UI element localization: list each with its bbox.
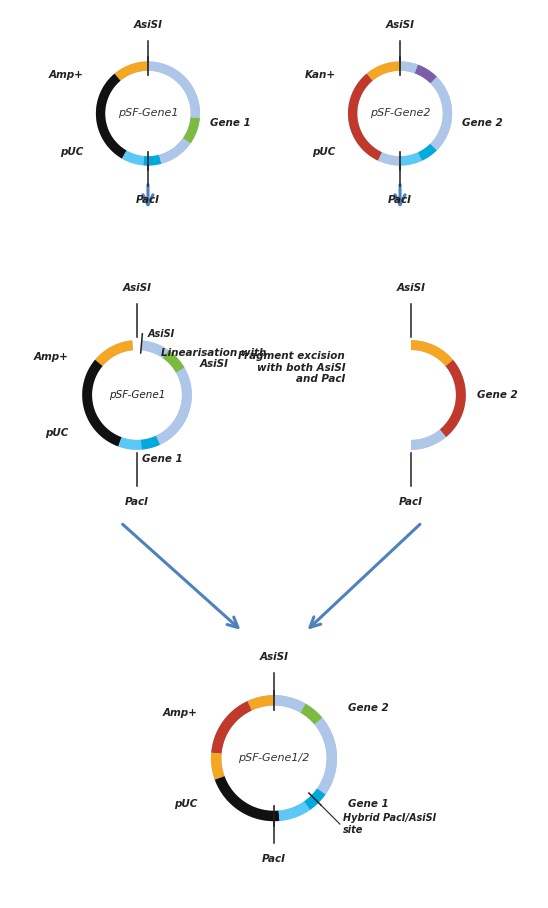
Polygon shape bbox=[156, 368, 192, 445]
Polygon shape bbox=[247, 696, 274, 710]
Polygon shape bbox=[115, 62, 148, 81]
Polygon shape bbox=[367, 62, 400, 81]
Polygon shape bbox=[163, 350, 185, 372]
Text: pUC: pUC bbox=[312, 146, 336, 157]
Polygon shape bbox=[144, 154, 162, 165]
Polygon shape bbox=[278, 801, 310, 821]
Polygon shape bbox=[215, 776, 279, 821]
Polygon shape bbox=[317, 758, 337, 794]
Text: Gene 1: Gene 1 bbox=[348, 798, 389, 809]
Polygon shape bbox=[118, 438, 142, 449]
Polygon shape bbox=[430, 114, 452, 151]
Polygon shape bbox=[141, 436, 160, 449]
Text: PacI: PacI bbox=[262, 854, 286, 864]
Polygon shape bbox=[315, 717, 337, 758]
Text: PacI: PacI bbox=[388, 195, 412, 205]
Text: pSF-Gene1/2: pSF-Gene1/2 bbox=[238, 753, 310, 764]
Polygon shape bbox=[122, 151, 144, 165]
Polygon shape bbox=[82, 360, 122, 447]
Polygon shape bbox=[141, 340, 168, 358]
Text: pSF-Gene2: pSF-Gene2 bbox=[370, 108, 430, 119]
Text: pSF-Gene1: pSF-Gene1 bbox=[118, 108, 178, 119]
Polygon shape bbox=[96, 62, 200, 165]
Text: Gene 2: Gene 2 bbox=[348, 703, 389, 714]
Polygon shape bbox=[400, 153, 422, 165]
Text: AsiSI: AsiSI bbox=[397, 283, 425, 293]
Polygon shape bbox=[183, 117, 200, 143]
Polygon shape bbox=[411, 340, 466, 449]
Text: Gene 2: Gene 2 bbox=[462, 117, 503, 128]
Polygon shape bbox=[96, 74, 127, 159]
Polygon shape bbox=[159, 138, 191, 163]
Text: PacI: PacI bbox=[136, 195, 160, 205]
Polygon shape bbox=[211, 701, 252, 754]
Text: AsiSI: AsiSI bbox=[260, 652, 288, 662]
Text: AsiSI: AsiSI bbox=[386, 20, 414, 30]
Text: Amp+: Amp+ bbox=[162, 707, 197, 718]
Text: Gene 1: Gene 1 bbox=[142, 454, 183, 464]
Text: Gene 2: Gene 2 bbox=[477, 390, 517, 400]
Text: Kan+: Kan+ bbox=[305, 70, 336, 81]
Polygon shape bbox=[411, 429, 446, 449]
Polygon shape bbox=[411, 340, 453, 366]
Polygon shape bbox=[378, 153, 400, 165]
Text: Gene 1: Gene 1 bbox=[210, 117, 250, 128]
Text: PacI: PacI bbox=[125, 497, 149, 507]
Polygon shape bbox=[348, 62, 452, 165]
Polygon shape bbox=[418, 143, 437, 161]
Text: AsiSI: AsiSI bbox=[123, 283, 151, 293]
Text: pSF-Gene1: pSF-Gene1 bbox=[109, 390, 165, 400]
Text: PacI: PacI bbox=[399, 497, 423, 507]
Text: Amp+: Amp+ bbox=[49, 70, 84, 81]
Polygon shape bbox=[211, 696, 337, 821]
Polygon shape bbox=[400, 62, 418, 74]
Text: Linearisation with
AsiSI: Linearisation with AsiSI bbox=[161, 348, 266, 370]
Polygon shape bbox=[304, 788, 326, 810]
Polygon shape bbox=[82, 340, 192, 449]
Polygon shape bbox=[274, 696, 306, 713]
Polygon shape bbox=[440, 360, 466, 437]
Text: AsiSI: AsiSI bbox=[148, 329, 175, 339]
Polygon shape bbox=[430, 76, 452, 114]
Text: Hybrid PacI/AsiSI
site: Hybrid PacI/AsiSI site bbox=[342, 814, 436, 834]
Text: AsiSI: AsiSI bbox=[134, 20, 162, 30]
Polygon shape bbox=[348, 74, 382, 161]
Polygon shape bbox=[148, 62, 200, 118]
Text: Amp+: Amp+ bbox=[33, 351, 68, 362]
Text: pUC: pUC bbox=[45, 428, 68, 439]
Polygon shape bbox=[415, 64, 437, 84]
Polygon shape bbox=[300, 704, 322, 725]
Polygon shape bbox=[211, 753, 225, 780]
Text: Fragment excision
with both AsiSI
and PacI: Fragment excision with both AsiSI and Pa… bbox=[238, 351, 345, 384]
Text: pUC: pUC bbox=[60, 146, 84, 157]
Polygon shape bbox=[95, 340, 133, 366]
Text: pUC: pUC bbox=[174, 798, 197, 809]
